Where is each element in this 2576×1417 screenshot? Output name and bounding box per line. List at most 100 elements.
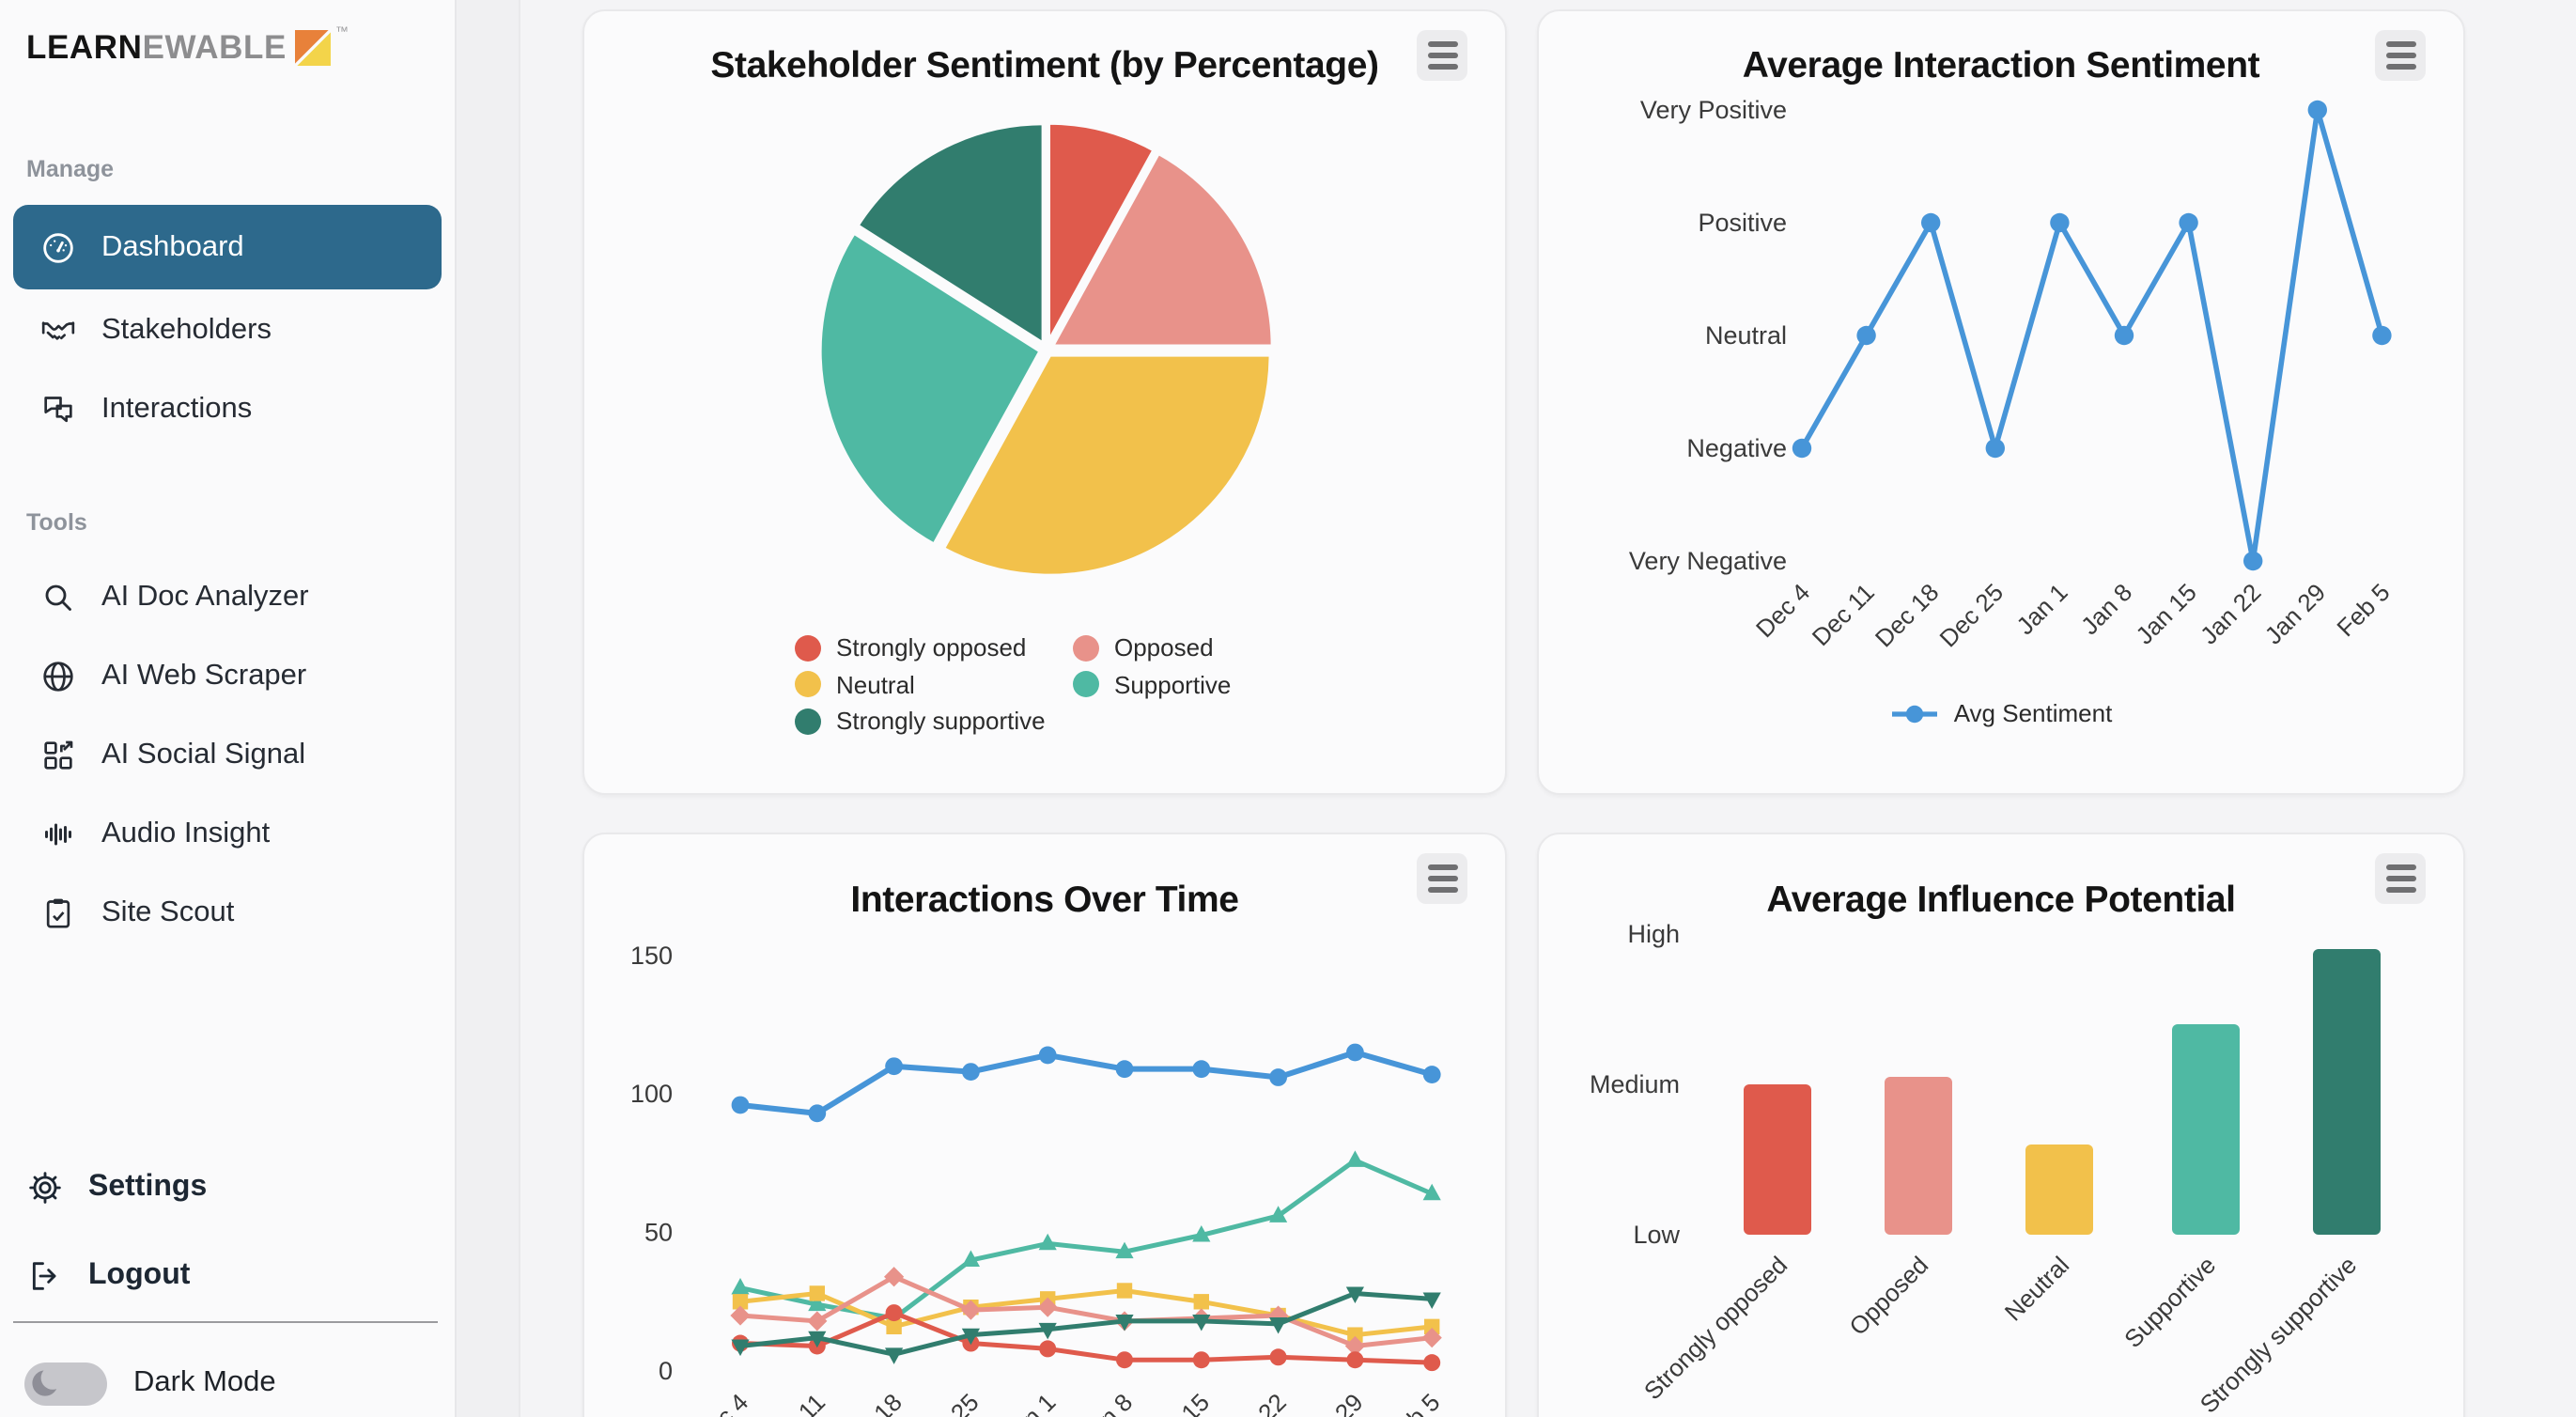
sidebar: LEARN EWABLE ™ Manage Dashboard Stakeholder… <box>0 0 457 1417</box>
card-interactions-over-time: Interactions Over Time 150100500Dec 4Dec… <box>582 833 1507 1417</box>
section-label-tools: Tools <box>26 509 87 536</box>
x-tick-label: Jan 15 <box>1143 1388 1215 1417</box>
sidebar-item-interactions[interactable]: Interactions <box>13 372 442 447</box>
y-tick-label: High <box>1627 920 1680 948</box>
data-point-jan-29[interactable] <box>2307 100 2327 120</box>
pie-slice-opposed[interactable] <box>1048 149 1276 350</box>
data-point-jan-1[interactable] <box>2050 212 2070 233</box>
sidebar-item-ai-web-scraper[interactable]: AI Web Scraper <box>13 639 442 714</box>
pie-slice-supportive[interactable] <box>816 229 1044 548</box>
y-tick-label: Medium <box>1590 1070 1680 1098</box>
globe-icon <box>39 658 77 695</box>
legend-label: Avg Sentiment <box>1953 699 2113 727</box>
sidebar-item-ai-social-signal[interactable]: AI Social Signal <box>13 718 442 793</box>
sidebar-item-label: Stakeholders <box>101 314 272 346</box>
bar-opposed[interactable] <box>1885 1077 1952 1235</box>
dashboard-main: Stakeholder Sentiment (by Percentage) St… <box>520 0 2576 1417</box>
logout-icon <box>26 1257 64 1295</box>
legend-item-supportive[interactable]: Supportive <box>1073 668 1231 700</box>
sidebar-item-audio-insight[interactable]: Audio Insight <box>13 797 442 872</box>
y-tick-label: 100 <box>630 1080 673 1108</box>
data-point-dec-18[interactable] <box>1921 212 1941 233</box>
app-logo: LEARN EWABLE ™ <box>26 26 349 68</box>
legend-marker-icon <box>1891 704 1937 723</box>
hamburger-menu-icon[interactable] <box>1417 30 1467 81</box>
legend-label: Supportive <box>1114 670 1232 698</box>
data-point-dec-4[interactable] <box>1792 438 1812 459</box>
sidebar-item-site-scout[interactable]: Site Scout <box>13 876 442 951</box>
handshake-icon <box>39 312 77 350</box>
sidebar-item-logout[interactable]: Logout <box>0 1238 455 1314</box>
legend-item-strongly-opposed[interactable]: Strongly opposed <box>795 631 1073 663</box>
card-stakeholder-sentiment: Stakeholder Sentiment (by Percentage) St… <box>582 9 1507 795</box>
sidebar-item-ai-doc-analyzer[interactable]: AI Doc Analyzer <box>13 560 442 635</box>
legend-item-neutral[interactable]: Neutral <box>795 668 1073 700</box>
data-point-feb-5[interactable] <box>2372 325 2392 346</box>
y-tick-label: Very Positive <box>1640 96 1787 124</box>
data-point-jan-15[interactable] <box>2179 212 2198 233</box>
logo-mark-icon <box>295 30 332 66</box>
sidebar-scroll-gutter[interactable] <box>457 0 520 1417</box>
chart-title: Average Influence Potential <box>1766 880 2236 921</box>
sidebar-item-dashboard[interactable]: Dashboard <box>13 205 442 289</box>
x-tick-label: Jan 8 <box>2075 578 2137 640</box>
y-tick-label: Negative <box>1686 434 1787 462</box>
data-point-dec-25[interactable] <box>1985 438 2005 459</box>
clipboard-check-icon <box>39 895 77 932</box>
sidebar-item-label: AI Web Scraper <box>101 660 307 692</box>
data-point-dec-11[interactable] <box>1856 325 1876 346</box>
gauge-icon <box>39 228 77 266</box>
chart-title: Average Interaction Sentiment <box>1742 45 2260 86</box>
sentiment-line-chart-canvas[interactable]: Very Positive Positive Neutral Negative Very… <box>1539 11 2467 797</box>
sidebar-item-label: Audio Insight <box>101 818 271 849</box>
card-average-influence-potential: Average Influence Potential High Medium Lo… <box>1537 833 2465 1417</box>
puzzle-icon <box>39 737 77 774</box>
y-tick-label: 150 <box>630 942 673 970</box>
y-tick-label: Positive <box>1698 209 1787 237</box>
x-tick-label: Feb 5 <box>2331 578 2395 642</box>
legend-item-opposed[interactable]: Opposed <box>1073 631 1231 663</box>
sidebar-item-stakeholders[interactable]: Stakeholders <box>13 293 442 368</box>
logo-text-secondary: EWABLE <box>142 28 287 66</box>
bar-supportive[interactable] <box>2172 1024 2240 1235</box>
dark-mode-toggle[interactable] <box>24 1362 107 1405</box>
data-point-jan-22[interactable] <box>2243 551 2263 571</box>
legend-color-dot <box>795 671 821 697</box>
pie-slice-neutral[interactable] <box>939 351 1274 579</box>
hamburger-menu-icon[interactable] <box>2375 30 2426 81</box>
sidebar-item-settings[interactable]: Settings <box>0 1150 455 1225</box>
legend-item-strongly-supportive[interactable]: Strongly supportive <box>795 705 1073 737</box>
bar-strongly-opposed[interactable] <box>1744 1084 1811 1235</box>
sidebar-item-label: Site Scout <box>101 896 235 928</box>
x-tick-label: Jan 1 <box>2010 578 2072 640</box>
sidebar-item-label: AI Social Signal <box>101 739 306 771</box>
y-tick-label: 50 <box>644 1219 673 1247</box>
pie-legend: Strongly opposed Opposed Neutral Supportive… <box>795 631 1231 737</box>
pie-slice-strongly-supportive[interactable] <box>854 120 1047 348</box>
logo-text-primary: LEARN <box>26 28 143 66</box>
x-tick-label: Supportive <box>2118 1251 2221 1353</box>
chart-title: Interactions Over Time <box>850 880 1239 921</box>
pie-chart-canvas[interactable] <box>584 11 1509 631</box>
legend-label: Strongly opposed <box>836 633 1027 662</box>
hamburger-menu-icon[interactable] <box>2375 853 2426 904</box>
x-tick-label: Strongly supportive <box>2195 1251 2363 1417</box>
x-tick-label: Strongly opposed <box>1638 1251 1792 1405</box>
legend-color-dot <box>795 634 821 661</box>
avg-sentiment-legend[interactable]: Avg Sentiment <box>1539 699 2463 727</box>
bar-neutral[interactable] <box>2025 1144 2093 1235</box>
x-tick-label: Jan 22 <box>2195 578 2266 649</box>
pie-slice-strongly-opposed[interactable] <box>1045 119 1157 347</box>
hamburger-menu-icon[interactable] <box>1417 853 1467 904</box>
dark-mode-label: Dark Mode <box>133 1366 276 1398</box>
settings-label: Settings <box>88 1171 208 1203</box>
series-strongly-supportive <box>731 1286 1441 1364</box>
x-tick-label: Feb 5 <box>1381 1388 1445 1417</box>
x-tick-label: Dec 25 <box>909 1388 984 1417</box>
legend-label: Opposed <box>1114 633 1214 662</box>
data-point-jan-8[interactable] <box>2114 325 2134 346</box>
bar-strongly-supportive[interactable] <box>2313 949 2381 1235</box>
